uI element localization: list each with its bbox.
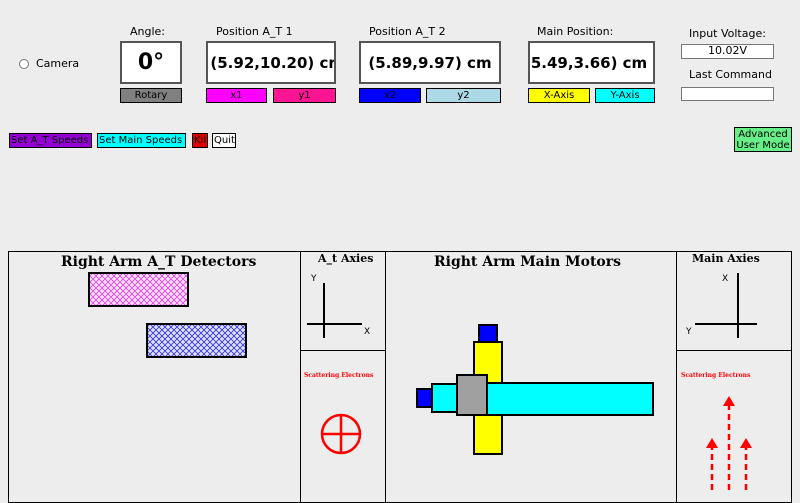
angle-label: Angle: <box>130 25 166 38</box>
main-pos-label: Main Position: <box>537 25 614 38</box>
scattering-left-label: Scattering Electrons <box>304 372 374 379</box>
camera-label: Camera <box>36 57 80 70</box>
scattering-arrows-icon <box>710 405 748 490</box>
last-command-label: Last Command <box>689 68 772 81</box>
motor-hub <box>456 374 488 416</box>
motors-panel <box>385 251 677 503</box>
main-pos-value: (5.49,3.66) cm <box>528 41 655 84</box>
scattering-left-panel <box>300 350 386 503</box>
main-axies-y-label: Y <box>686 327 692 337</box>
kill-button[interactable]: Kill <box>192 133 208 148</box>
voltage-label: Input Voltage: <box>689 27 766 40</box>
detector-1 <box>88 272 189 307</box>
motor-top-cap <box>478 324 498 343</box>
at-axies-crosshair <box>307 283 362 338</box>
rotary-button[interactable]: Rotary <box>120 88 182 103</box>
quit-button[interactable]: Quit <box>212 133 236 148</box>
main-axies-panel <box>676 251 792 351</box>
motor-horizontal-arm <box>485 382 654 416</box>
scattering-right-label: Scattering Electrons <box>681 372 751 379</box>
motors-title: Right Arm Main Motors <box>434 254 622 270</box>
pos-at1-label: Position A_T 1 <box>216 25 293 38</box>
y1-button[interactable]: y1 <box>273 88 336 103</box>
pos-at1-value: (5.92,10.20) cm <box>206 41 336 84</box>
at-axies-title: A_t Axies <box>318 252 374 265</box>
target-crosshair-icon <box>320 413 362 455</box>
main-axies-title: Main Axies <box>692 252 760 265</box>
pos-at1-text: (5.92,10.20) cm <box>210 53 336 72</box>
x-axis-button[interactable]: X-Axis <box>528 88 590 103</box>
at-axies-x-label: X <box>364 327 371 337</box>
pos-at2-value: (5.89,9.97) cm <box>359 41 501 84</box>
main-axies-x-label: X <box>722 274 729 284</box>
y2-button[interactable]: y2 <box>426 88 501 103</box>
set-main-speeds-button[interactable]: Set Main Speeds <box>97 133 186 148</box>
scattering-arrowheads <box>706 396 752 448</box>
camera-radio[interactable] <box>19 59 29 69</box>
x2-button[interactable]: x2 <box>359 88 421 103</box>
last-command-value <box>681 87 774 101</box>
detectors-title: Right Arm A_T Detectors <box>61 254 257 270</box>
advanced-line2: User Mode <box>736 140 790 151</box>
y-axis-button[interactable]: Y-Axis <box>595 88 655 103</box>
set-at-speeds-button[interactable]: Set A_T Speeds <box>9 133 92 148</box>
detector-2 <box>146 323 247 358</box>
main-axies-crosshair <box>695 273 757 338</box>
motor-assembly <box>416 324 654 455</box>
advanced-line1: Advanced <box>738 129 788 140</box>
advanced-user-mode-button[interactable]: Advanced User Mode <box>734 127 792 152</box>
angle-value: 0° <box>120 41 182 84</box>
motor-left-block <box>431 383 458 413</box>
pos-at2-label: Position A_T 2 <box>369 25 446 38</box>
motor-left-cap <box>416 388 433 408</box>
at-axies-y-label: Y <box>311 274 317 284</box>
voltage-value: 10.02V <box>681 44 774 59</box>
at-axies-panel <box>300 251 386 351</box>
main-pos-text: (5.49,3.66) cm <box>528 53 648 72</box>
x1-button[interactable]: x1 <box>206 88 267 103</box>
